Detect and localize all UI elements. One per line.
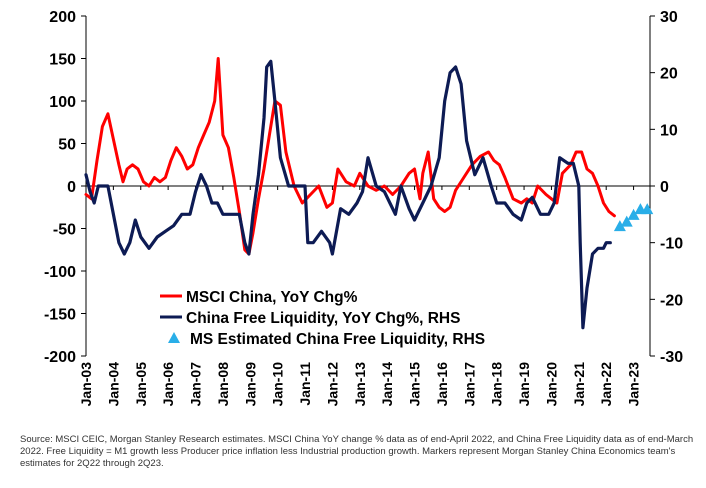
legend-label-1: China Free Liquidity, YoY Chg%, RHS: [186, 310, 460, 327]
legend: MSCI China, YoY Chg% China Free Liquidity…: [160, 289, 485, 348]
x-tick-label: Jan-15: [407, 362, 423, 407]
x-tick-label: Jan-07: [188, 362, 204, 407]
left-tick-label: -100: [44, 264, 76, 281]
estimate-marker: [641, 203, 654, 215]
legend-label-2: MS Estimated China Free Liquidity, RHS: [190, 331, 485, 348]
right-tick-label: 0: [660, 179, 669, 196]
left-tick-label: 100: [49, 94, 76, 111]
right-tick-label: 10: [660, 122, 678, 139]
series-line-1: [84, 59, 612, 330]
x-tick-label: Jan-08: [215, 362, 231, 407]
x-tick-label: Jan-13: [352, 362, 368, 407]
x-tick-label: Jan-18: [489, 362, 505, 407]
x-tick-label: Jan-03: [78, 362, 94, 407]
x-tick-label: Jan-16: [434, 362, 450, 407]
left-tick-label: -50: [53, 222, 76, 239]
estimate-marker: [620, 215, 633, 227]
x-tick-label: Jan-10: [270, 362, 286, 407]
right-tick-label: -10: [660, 236, 683, 253]
right-tick-label: -30: [660, 349, 683, 366]
estimate-marker: [627, 208, 640, 220]
x-tick-label: Jan-17: [461, 362, 477, 407]
x-tick-label: Jan-12: [324, 362, 340, 407]
left-tick-label: -150: [44, 307, 76, 324]
left-tick-label: 200: [49, 9, 76, 26]
estimate-marker: [613, 220, 626, 232]
x-tick-label: Jan-14: [379, 362, 395, 407]
left-tick-label: -200: [44, 349, 76, 366]
x-tick-label: Jan-06: [160, 362, 176, 407]
left-tick-label: 150: [49, 52, 76, 69]
left-tick-label: 50: [58, 137, 76, 154]
right-axis-ticks: 30 20 10 0 -10 -20 -30: [650, 9, 683, 366]
x-tick-label: Jan-21: [571, 362, 587, 407]
x-tick-label: Jan-09: [242, 362, 258, 407]
series-group: [84, 57, 654, 330]
x-tick-label: Jan-22: [598, 362, 614, 407]
series-line-0: [84, 57, 616, 256]
x-tick-label: Jan-11: [297, 362, 313, 406]
legend-label-0: MSCI China, YoY Chg%: [186, 289, 358, 306]
left-tick-label: 0: [67, 179, 76, 196]
legend-swatch-2: [168, 332, 180, 343]
source-note: Source: MSCI CEIC, Morgan Stanley Resear…: [20, 434, 694, 469]
x-tick-label: Jan-04: [105, 362, 121, 407]
x-axis-ticks: Jan-03 Jan-04 Jan-05 Jan-06 Jan-07 Jan-08 Jan-…: [78, 186, 642, 406]
right-tick-label: 30: [660, 9, 678, 26]
x-tick-label: Jan-19: [516, 362, 532, 407]
right-tick-label: 20: [660, 66, 678, 83]
right-tick-label: -20: [660, 292, 683, 309]
left-axis-ticks: 200 150 100 50 0 -50 -100 -150 -200: [44, 9, 86, 366]
x-tick-label: Jan-05: [133, 362, 149, 407]
x-tick-label: Jan-23: [626, 362, 642, 407]
x-tick-label: Jan-20: [543, 362, 559, 407]
